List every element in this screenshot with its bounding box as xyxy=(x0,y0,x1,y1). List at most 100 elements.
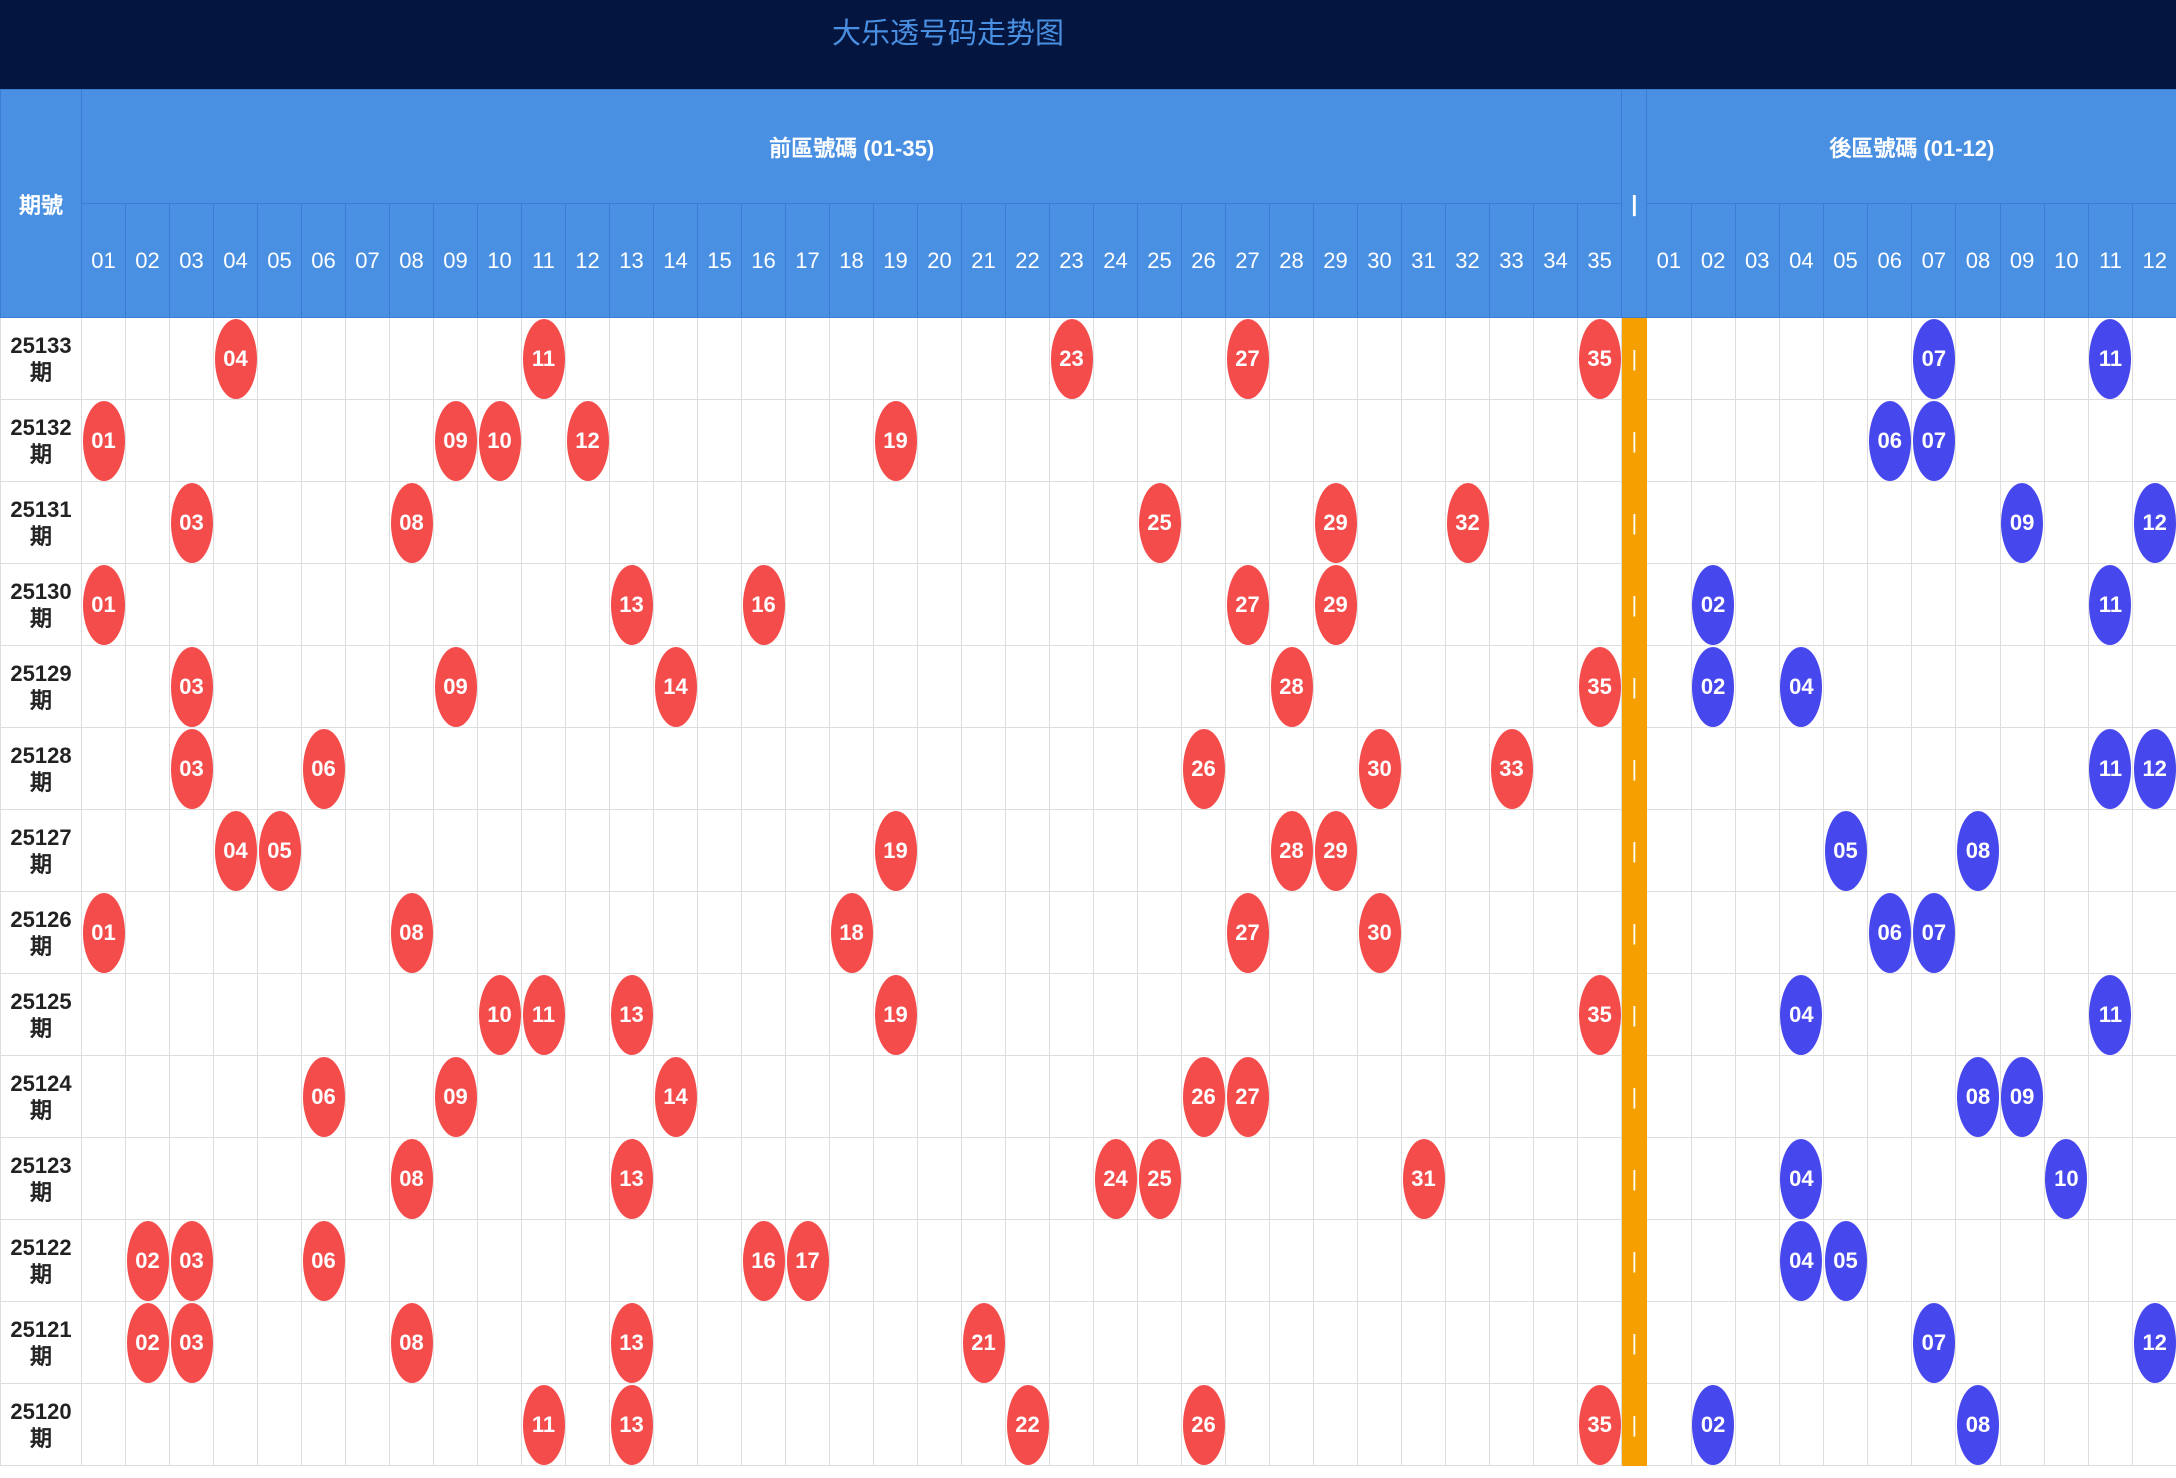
front-cell xyxy=(1005,1055,1050,1138)
back-cell xyxy=(1911,563,1957,646)
back-cell xyxy=(1911,809,1957,892)
front-cell: 26 xyxy=(1181,1055,1226,1138)
front-ball: 16 xyxy=(742,1220,785,1301)
front-cell xyxy=(521,399,566,482)
front-cell xyxy=(213,973,258,1056)
back-cell xyxy=(1867,1219,1913,1302)
back-cell xyxy=(1911,645,1957,728)
front-cell xyxy=(1005,317,1050,400)
front-cell xyxy=(829,563,874,646)
front-cell xyxy=(653,973,698,1056)
front-cell xyxy=(169,1137,214,1220)
back-cell xyxy=(2087,1137,2134,1220)
separator-cell: | xyxy=(1621,563,1648,646)
front-cell xyxy=(653,1137,698,1220)
front-cell xyxy=(389,399,434,482)
front-ball: 24 xyxy=(1094,1138,1137,1219)
back-cell xyxy=(2132,1383,2176,1466)
front-cell xyxy=(1093,1383,1138,1466)
front-cell xyxy=(961,317,1006,400)
front-cell xyxy=(1489,645,1534,728)
front-cell xyxy=(1576,1137,1623,1220)
front-cell xyxy=(1357,399,1402,482)
front-cell xyxy=(1401,891,1446,974)
front-cell xyxy=(1137,645,1182,728)
front-cell xyxy=(1533,563,1578,646)
back-cell xyxy=(1778,727,1824,810)
front-cell: 31 xyxy=(1401,1137,1446,1220)
back-number-header: 12 xyxy=(2132,203,2176,318)
front-cell xyxy=(477,727,522,810)
front-cell xyxy=(169,1383,214,1466)
front-number-header: 17 xyxy=(785,203,830,318)
front-cell xyxy=(697,1137,742,1220)
back-cell xyxy=(1778,1383,1824,1466)
back-cell xyxy=(1911,727,1957,810)
front-cell: 28 xyxy=(1269,645,1314,728)
front-ball: 32 xyxy=(1446,482,1489,563)
front-cell: 01 xyxy=(81,891,126,974)
front-cell xyxy=(609,727,654,810)
front-cell xyxy=(1181,1137,1226,1220)
back-ball: 09 xyxy=(2001,482,2044,563)
back-cell: 02 xyxy=(1690,563,1736,646)
front-cell xyxy=(741,1301,786,1384)
back-cell xyxy=(2132,809,2176,892)
front-cell: 19 xyxy=(873,809,918,892)
period-cell: 25124期 xyxy=(0,1055,82,1138)
front-number-header: 02 xyxy=(125,203,170,318)
front-ball: 06 xyxy=(302,1056,345,1137)
front-cell xyxy=(345,727,390,810)
back-cell xyxy=(1646,563,1692,646)
back-cell xyxy=(1690,399,1736,482)
back-cell xyxy=(1955,1301,2001,1384)
front-cell xyxy=(1401,481,1446,564)
front-ball: 26 xyxy=(1182,1384,1225,1465)
back-cell xyxy=(1734,645,1780,728)
front-cell xyxy=(389,809,434,892)
front-cell xyxy=(1225,1219,1270,1302)
front-cell xyxy=(1225,727,1270,810)
front-cell xyxy=(829,809,874,892)
draw-row: 25129期 03 09 14 28 35 | 02 04 xyxy=(0,645,2176,728)
back-cell: 02 xyxy=(1690,1383,1736,1466)
front-cell: 33 xyxy=(1489,727,1534,810)
front-cell xyxy=(389,563,434,646)
front-cell xyxy=(609,317,654,400)
front-cell xyxy=(1445,1301,1490,1384)
front-number-header: 07 xyxy=(345,203,390,318)
back-cell xyxy=(1822,399,1869,482)
front-ball: 25 xyxy=(1138,482,1181,563)
front-cell xyxy=(1137,973,1182,1056)
front-cell xyxy=(917,1383,962,1466)
draw-row: 25127期 04 05 19 28 29 | 05 08 xyxy=(0,809,2176,892)
back-ball: 08 xyxy=(1957,1384,2000,1465)
front-cell xyxy=(1137,563,1182,646)
front-ball: 26 xyxy=(1182,728,1225,809)
front-ball: 11 xyxy=(522,1384,565,1465)
front-cell xyxy=(873,481,918,564)
front-number-header: 06 xyxy=(301,203,346,318)
front-cell xyxy=(697,1383,742,1466)
front-cell xyxy=(1357,809,1402,892)
front-cell xyxy=(697,399,742,482)
back-ball: 04 xyxy=(1780,1220,1823,1301)
front-cell xyxy=(257,973,302,1056)
back-cell xyxy=(2043,1055,2089,1138)
front-cell xyxy=(917,1055,962,1138)
front-cell xyxy=(565,1383,610,1466)
front-cell xyxy=(389,1055,434,1138)
front-ball: 18 xyxy=(830,892,873,973)
back-ball: 10 xyxy=(2045,1138,2088,1219)
front-ball: 08 xyxy=(390,1302,433,1383)
front-cell xyxy=(1137,1383,1182,1466)
front-ball: 28 xyxy=(1270,646,1313,727)
front-cell xyxy=(1313,1301,1358,1384)
back-cell xyxy=(1955,1219,2001,1302)
front-cell xyxy=(609,481,654,564)
back-cell xyxy=(1646,645,1692,728)
front-cell xyxy=(1489,973,1534,1056)
front-cell xyxy=(1181,891,1226,974)
back-ball: 06 xyxy=(1868,892,1911,973)
back-cell: 02 xyxy=(1690,645,1736,728)
